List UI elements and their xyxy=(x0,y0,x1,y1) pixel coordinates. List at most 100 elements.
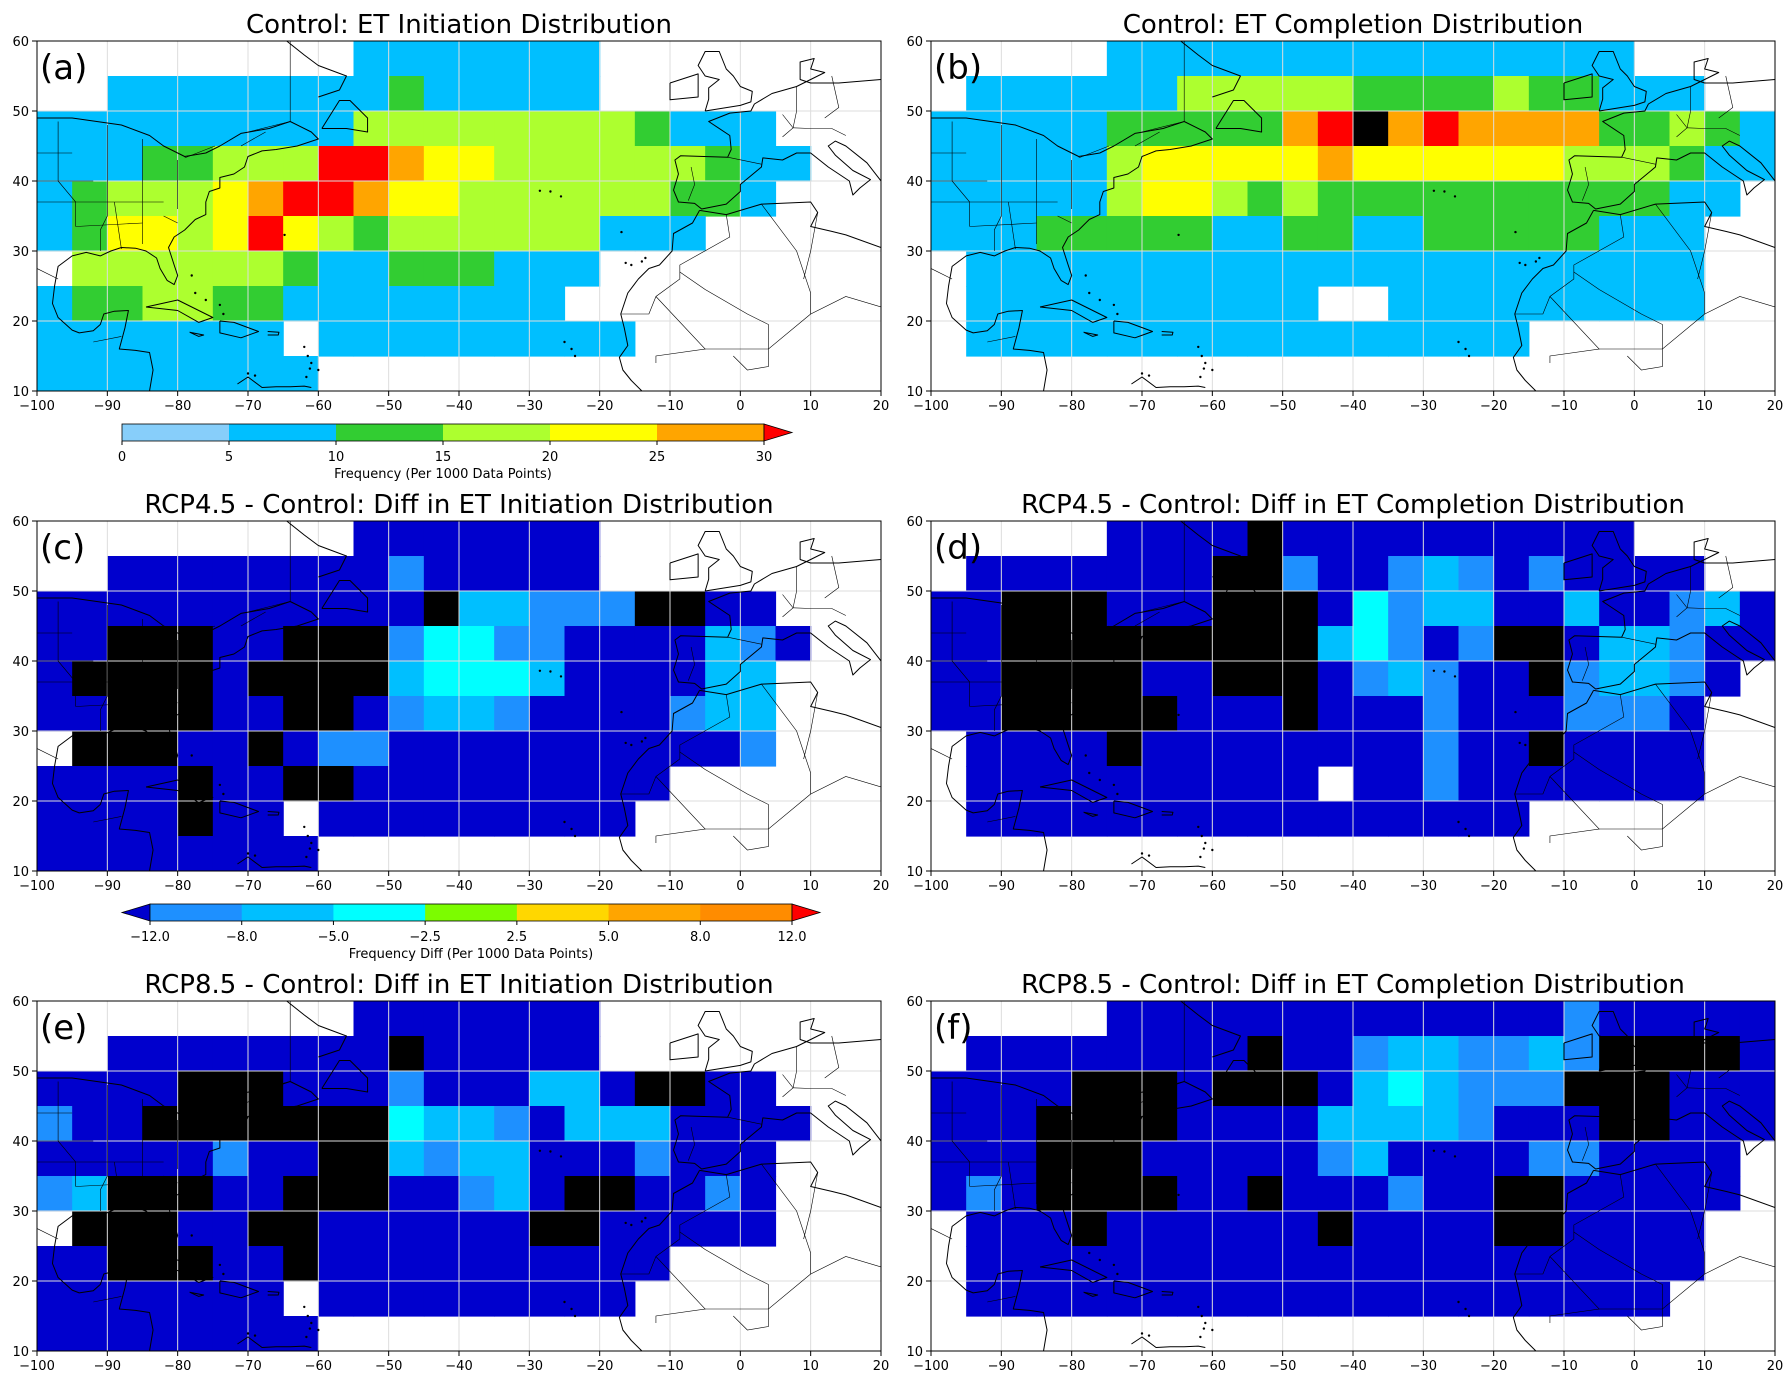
x-tick-label: −70 xyxy=(1128,1359,1155,1374)
heatmap-cell xyxy=(1388,626,1424,662)
heatmap-cell xyxy=(388,1106,425,1142)
heatmap-cell xyxy=(1423,251,1460,287)
x-tick-label: −40 xyxy=(445,1359,472,1374)
heatmap-cell xyxy=(1423,181,1460,217)
heatmap-cell xyxy=(1458,1001,1495,1037)
heatmap-cell xyxy=(212,76,249,112)
island xyxy=(624,261,627,265)
heatmap-cell xyxy=(1036,111,1073,147)
heatmap-cell xyxy=(931,1106,967,1142)
heatmap-cell xyxy=(212,356,249,391)
heatmap-cell xyxy=(1353,1246,1389,1282)
island xyxy=(317,368,320,372)
heatmap-cell xyxy=(1071,1036,1108,1072)
heatmap-cell xyxy=(670,1211,706,1247)
heatmap-cell xyxy=(283,1106,319,1142)
heatmap-cell xyxy=(1212,731,1249,767)
heatmap-cell xyxy=(1142,251,1178,287)
heatmap-cell xyxy=(494,1211,530,1247)
heatmap-cell xyxy=(1353,661,1389,697)
y-tick-label: 10 xyxy=(12,1345,29,1360)
heatmap-cell xyxy=(1493,321,1530,357)
heatmap-cell xyxy=(1423,286,1460,322)
coastline xyxy=(219,1280,260,1299)
heatmap-cell xyxy=(775,146,812,182)
coastline xyxy=(1161,811,1174,816)
heatmap-cell xyxy=(494,1246,530,1282)
heatmap-cell xyxy=(212,1176,249,1212)
heatmap-cell xyxy=(1071,111,1108,147)
heatmap-cell xyxy=(599,626,636,662)
heatmap-cell xyxy=(1388,1036,1424,1072)
border-line xyxy=(1008,201,1016,249)
heatmap-cell xyxy=(634,591,671,627)
coastline xyxy=(1039,299,1108,323)
island xyxy=(559,1155,563,1158)
heatmap-cell xyxy=(1106,76,1143,112)
coastline xyxy=(1567,58,1775,210)
heatmap-cell xyxy=(1001,111,1038,147)
island xyxy=(306,834,309,838)
heatmap-cell xyxy=(1177,1246,1213,1282)
heatmap-cell xyxy=(1493,286,1530,322)
heatmap-cell xyxy=(459,556,495,592)
heatmap-cell xyxy=(1001,731,1038,767)
island xyxy=(1197,825,1200,829)
heatmap-cell xyxy=(1599,626,1635,662)
heatmap-cell xyxy=(529,286,566,322)
heatmap-cell xyxy=(142,1141,179,1177)
heatmap-cell xyxy=(72,1106,108,1142)
heatmap-cell xyxy=(1564,111,1600,147)
border-line xyxy=(993,125,1002,251)
heatmap-cell xyxy=(1282,626,1319,662)
heatmap-cell xyxy=(1669,111,1706,147)
panel-label: (a) xyxy=(40,48,87,88)
heatmap-cell xyxy=(564,766,601,802)
heatmap-cell xyxy=(529,216,566,252)
island xyxy=(1199,855,1202,859)
island xyxy=(1457,340,1460,344)
border-line xyxy=(1514,694,1625,795)
border-line xyxy=(792,566,797,608)
x-axis: −100 −90 −80 −70 −60 −50 −40 −30 −20 −10 0 10 20 xyxy=(913,871,1783,894)
border-line xyxy=(1549,1256,1600,1323)
border-line xyxy=(1549,776,1600,843)
island xyxy=(1084,754,1087,757)
panel-title: RCP8.5 - Control: Diff in ET Initiation … xyxy=(144,970,773,1000)
heatmap-cell xyxy=(1528,521,1565,557)
heatmap-cell xyxy=(353,76,390,112)
coastline xyxy=(1083,1291,1099,1297)
island xyxy=(246,372,250,375)
coastline xyxy=(1691,910,1705,935)
heatmap-cell xyxy=(1353,1176,1389,1212)
coastline xyxy=(931,117,1213,391)
heatmap-cell xyxy=(634,1211,671,1247)
heatmap-cell xyxy=(1634,1001,1671,1037)
coastline xyxy=(189,811,205,817)
island xyxy=(620,230,623,234)
heatmap-cell xyxy=(459,661,495,697)
heatmap-cell xyxy=(1388,321,1424,357)
y-tick-label: 10 xyxy=(906,1345,923,1360)
heatmap-cell xyxy=(1212,696,1249,732)
heatmap-cell xyxy=(1247,1036,1284,1072)
colorbar-segment xyxy=(425,904,518,921)
heatmap-cell xyxy=(1388,111,1424,147)
border-line xyxy=(240,1091,266,1107)
coastline xyxy=(286,521,347,578)
heatmap-cell xyxy=(107,766,144,802)
heatmap-cell xyxy=(1142,41,1178,77)
heatmap-cell xyxy=(72,626,108,662)
heatmap-cell xyxy=(1528,1036,1565,1072)
heatmap-cell xyxy=(1353,696,1389,732)
heatmap-cell xyxy=(564,1141,601,1177)
heatmap-cell xyxy=(423,591,460,627)
island xyxy=(1112,303,1116,307)
border-line xyxy=(993,605,1002,731)
heatmap-cell xyxy=(529,321,566,357)
heatmap-cell xyxy=(1423,521,1460,557)
heatmap-cell xyxy=(177,591,214,627)
border-line xyxy=(99,605,108,731)
heatmap-cell xyxy=(1177,1211,1213,1247)
heatmap-cell xyxy=(107,626,144,662)
